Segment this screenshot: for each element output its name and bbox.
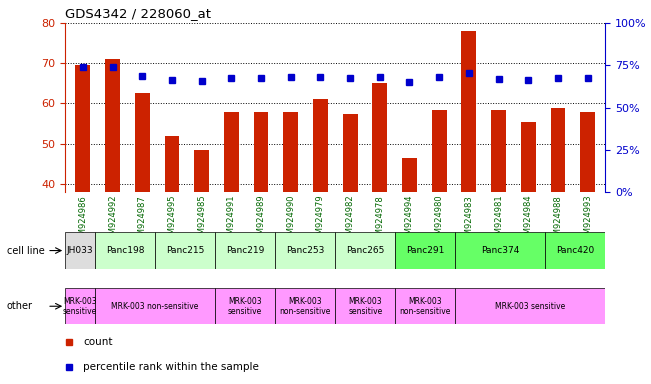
- Bar: [551, 108, 565, 345]
- Bar: [455, 232, 546, 269]
- Text: Panc420: Panc420: [557, 246, 594, 255]
- Bar: [275, 288, 335, 324]
- Bar: [455, 288, 605, 324]
- Bar: [275, 232, 335, 269]
- Bar: [105, 59, 120, 345]
- Bar: [372, 83, 387, 345]
- Bar: [462, 31, 477, 345]
- Text: Panc253: Panc253: [286, 246, 324, 255]
- Text: MRK-003
non-sensitive: MRK-003 non-sensitive: [400, 296, 451, 316]
- Text: Panc265: Panc265: [346, 246, 385, 255]
- Bar: [395, 288, 455, 324]
- Bar: [65, 232, 95, 269]
- Bar: [546, 232, 605, 269]
- Text: MRK-003 non-sensitive: MRK-003 non-sensitive: [111, 302, 199, 311]
- Bar: [95, 288, 215, 324]
- Bar: [402, 158, 417, 345]
- Text: Panc219: Panc219: [226, 246, 264, 255]
- Bar: [215, 232, 275, 269]
- Text: MRK-003 sensitive: MRK-003 sensitive: [495, 302, 566, 311]
- Text: Panc374: Panc374: [481, 246, 519, 255]
- Text: cell line: cell line: [7, 245, 44, 256]
- Bar: [313, 99, 328, 345]
- Text: Panc215: Panc215: [166, 246, 204, 255]
- Text: MRK-003
sensitive: MRK-003 sensitive: [228, 296, 262, 316]
- Text: Panc291: Panc291: [406, 246, 445, 255]
- Bar: [395, 232, 455, 269]
- Text: other: other: [7, 301, 33, 311]
- Text: MRK-003
sensitive: MRK-003 sensitive: [63, 296, 97, 316]
- Bar: [135, 93, 150, 345]
- Bar: [165, 136, 180, 345]
- Bar: [342, 114, 357, 345]
- Text: Panc198: Panc198: [106, 246, 145, 255]
- Text: count: count: [83, 337, 113, 347]
- Bar: [215, 288, 275, 324]
- Bar: [194, 150, 209, 345]
- Bar: [254, 111, 268, 345]
- Text: MRK-003
sensitive: MRK-003 sensitive: [348, 296, 382, 316]
- Text: percentile rank within the sample: percentile rank within the sample: [83, 362, 259, 372]
- Text: MRK-003
non-sensitive: MRK-003 non-sensitive: [279, 296, 331, 316]
- Bar: [65, 288, 95, 324]
- Bar: [335, 232, 395, 269]
- Bar: [580, 111, 595, 345]
- Bar: [95, 232, 155, 269]
- Bar: [335, 288, 395, 324]
- Text: JH033: JH033: [67, 246, 94, 255]
- Bar: [224, 111, 239, 345]
- Bar: [521, 122, 536, 345]
- Bar: [432, 109, 447, 345]
- Bar: [283, 111, 298, 345]
- Bar: [76, 65, 90, 345]
- Text: GDS4342 / 228060_at: GDS4342 / 228060_at: [65, 7, 211, 20]
- Bar: [491, 109, 506, 345]
- Bar: [155, 232, 215, 269]
